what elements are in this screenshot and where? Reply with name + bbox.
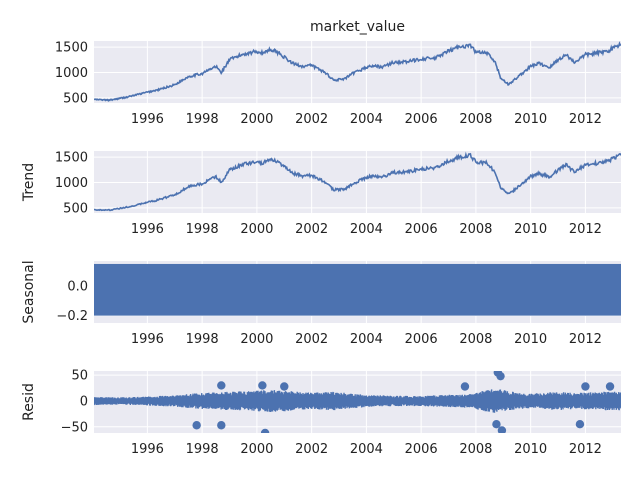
plot-area	[94, 371, 621, 433]
x-tick-label: 2006	[405, 112, 438, 127]
y-tick-label: −0.2	[56, 309, 88, 324]
x-tick-label: 2012	[569, 222, 602, 237]
resid-point	[192, 421, 201, 430]
x-tick-label: 1998	[186, 442, 219, 457]
chart-title: market_value	[310, 19, 405, 35]
y-tick-label: 1500	[55, 151, 88, 166]
x-tick-label: 2012	[569, 442, 602, 457]
x-tick-label: 2012	[569, 332, 602, 347]
y-tick-label: 1000	[55, 176, 88, 191]
x-tick-label: 1998	[186, 112, 219, 127]
x-tick-label: 2012	[569, 112, 602, 127]
panel-trend: 500 1000 1500 1996 1998 2000 2002 2004 2006 2008 2…	[21, 151, 621, 237]
x-tick-label: 2004	[350, 222, 383, 237]
y-tick-label: 1500	[55, 41, 88, 56]
x-tick-label: 2004	[350, 332, 383, 347]
x-tick-label: 2004	[350, 112, 383, 127]
resid-point	[492, 420, 501, 429]
resid-point	[496, 371, 505, 381]
y-axis-label: Resid	[21, 383, 37, 421]
x-tick-label: 1998	[186, 332, 219, 347]
x-tick-label: 2010	[514, 332, 547, 347]
panel-observed: 500 1000 1500 1996 1998 2000 2002 2004 2006 2008 2…	[55, 19, 621, 127]
resid-point	[260, 428, 270, 433]
resid-point	[258, 381, 267, 390]
x-tick-label: 1998	[186, 222, 219, 237]
plot-area	[94, 151, 621, 212]
y-tick-label: 0.0	[67, 280, 88, 295]
x-tick-label: 2002	[295, 442, 328, 457]
y-axis-label: Trend	[21, 163, 37, 202]
panel-seasonal: 0.0 −0.2 1996 1998 2000 2002 2004 2006 2008 2010 2…	[21, 260, 621, 347]
series-line	[94, 151, 621, 212]
x-tick-label: 2006	[405, 222, 438, 237]
resid-point	[460, 382, 470, 391]
x-tick-label: 2002	[295, 112, 328, 127]
x-tick-label: 2000	[240, 442, 273, 457]
resid-point	[217, 381, 226, 390]
x-tick-label: 2008	[459, 332, 492, 347]
x-tick-label: 1996	[131, 442, 164, 457]
resid-point	[497, 426, 507, 433]
x-tick-label: 2000	[240, 332, 273, 347]
y-tick-label: 0	[80, 394, 88, 409]
x-tick-label: 2002	[295, 332, 328, 347]
y-tick-label: 1000	[55, 66, 88, 81]
x-tick-label: 2008	[459, 112, 492, 127]
x-tick-label: 2006	[405, 332, 438, 347]
resid-point	[280, 382, 289, 391]
y-tick-label: 50	[71, 369, 88, 384]
x-tick-label: 1996	[131, 112, 164, 127]
x-tick-label: 2008	[459, 442, 492, 457]
seasonal-band	[94, 263, 621, 316]
y-axis-label: Seasonal	[21, 260, 37, 323]
resid-point	[575, 420, 585, 429]
x-tick-label: 2004	[350, 442, 383, 457]
x-tick-label: 2002	[295, 222, 328, 237]
y-tick-label: 500	[63, 201, 88, 216]
x-tick-label: 2010	[514, 112, 547, 127]
x-tick-label: 1996	[131, 332, 164, 347]
series-line	[94, 41, 621, 102]
plot-area	[94, 41, 621, 102]
y-tick-label: −50	[61, 420, 88, 435]
resid-point	[217, 421, 226, 430]
x-tick-label: 2010	[514, 442, 547, 457]
panel-background	[94, 41, 621, 103]
x-tick-label: 2008	[459, 222, 492, 237]
resid-stems	[94, 389, 621, 413]
x-tick-label: 2010	[514, 222, 547, 237]
resid-point	[581, 382, 590, 391]
panel-resid: 50 0 −50 1996 1998 2000 2002 2004 2006 2008 2010 20…	[21, 369, 621, 457]
y-tick-label: 500	[63, 91, 88, 106]
x-tick-label: 2000	[240, 222, 273, 237]
plot-area	[94, 263, 621, 316]
resid-point	[605, 382, 615, 391]
x-tick-label: 1996	[131, 222, 164, 237]
x-tick-label: 2006	[405, 442, 438, 457]
x-tick-label: 2000	[240, 112, 273, 127]
